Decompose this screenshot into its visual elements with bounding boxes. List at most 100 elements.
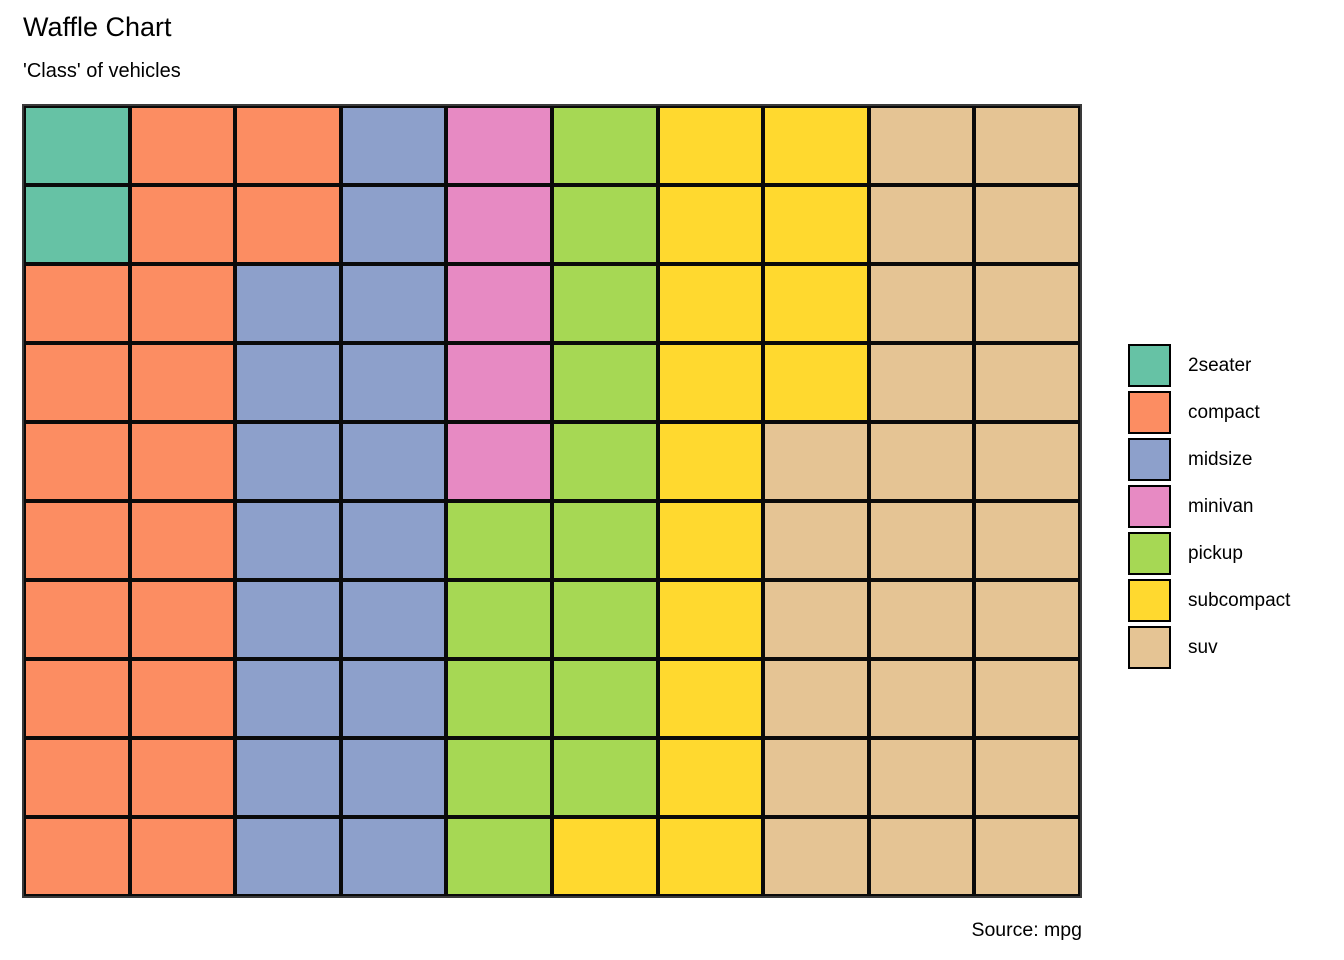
waffle-cell-suv bbox=[974, 817, 1080, 896]
waffle-cell-pickup bbox=[551, 106, 658, 185]
waffle-cell-suv bbox=[974, 580, 1080, 659]
waffle-cell-suv bbox=[868, 422, 975, 501]
waffle-cell-subcompact bbox=[657, 264, 764, 343]
waffle-cell-subcompact bbox=[657, 422, 764, 501]
waffle-cell-midsize bbox=[340, 659, 447, 738]
waffle-cell-compact bbox=[24, 264, 130, 343]
waffle-cell-suv bbox=[974, 185, 1080, 264]
waffle-cell-midsize bbox=[340, 106, 447, 185]
waffle-cell-compact bbox=[24, 580, 130, 659]
waffle-cell-compact bbox=[129, 422, 236, 501]
waffle-cell-compact bbox=[129, 817, 236, 896]
waffle-cell-compact bbox=[129, 501, 236, 580]
waffle-cell-suv bbox=[868, 817, 975, 896]
waffle-cell-pickup bbox=[551, 185, 658, 264]
waffle-cell-compact bbox=[129, 106, 236, 185]
waffle-cell-suv bbox=[763, 817, 869, 896]
waffle-cell-compact bbox=[235, 185, 341, 264]
waffle-cell-midsize bbox=[235, 738, 341, 817]
legend-item-2seater: 2seater bbox=[1128, 344, 1290, 387]
waffle-cell-pickup bbox=[551, 422, 658, 501]
waffle-cell-suv bbox=[763, 659, 869, 738]
waffle-cell-minivan bbox=[446, 185, 552, 264]
legend-label-suv: suv bbox=[1188, 636, 1218, 658]
waffle-cell-midsize bbox=[235, 422, 341, 501]
legend-swatch-compact bbox=[1128, 391, 1171, 434]
waffle-cell-suv bbox=[868, 106, 975, 185]
waffle-cell-compact bbox=[235, 106, 341, 185]
legend-item-minivan: minivan bbox=[1128, 485, 1290, 528]
waffle-cell-compact bbox=[24, 343, 130, 422]
waffle-cell-2seater bbox=[24, 185, 130, 264]
waffle-cell-subcompact bbox=[657, 738, 764, 817]
waffle-cell-suv bbox=[974, 106, 1080, 185]
waffle-cell-subcompact bbox=[763, 343, 869, 422]
waffle-cell-suv bbox=[868, 501, 975, 580]
waffle-cell-pickup bbox=[446, 738, 552, 817]
waffle-cell-suv bbox=[868, 580, 975, 659]
waffle-cell-suv bbox=[763, 422, 869, 501]
waffle-cell-subcompact bbox=[657, 106, 764, 185]
waffle-cell-midsize bbox=[340, 580, 447, 659]
legend-swatch-suv bbox=[1128, 626, 1171, 669]
waffle-cell-pickup bbox=[446, 817, 552, 896]
chart-title: Waffle Chart bbox=[23, 12, 172, 42]
waffle-cell-midsize bbox=[340, 501, 447, 580]
waffle-cell-minivan bbox=[446, 264, 552, 343]
legend-item-midsize: midsize bbox=[1128, 438, 1290, 481]
waffle-cell-subcompact bbox=[763, 185, 869, 264]
waffle-cell-pickup bbox=[551, 343, 658, 422]
waffle-cell-minivan bbox=[446, 422, 552, 501]
source-caption: Source: mpg bbox=[971, 919, 1082, 941]
waffle-cell-suv bbox=[868, 343, 975, 422]
legend-item-suv: suv bbox=[1128, 626, 1290, 669]
waffle-cell-compact bbox=[129, 264, 236, 343]
waffle-cell-pickup bbox=[551, 580, 658, 659]
waffle-cell-subcompact bbox=[657, 659, 764, 738]
waffle-cell-subcompact bbox=[657, 185, 764, 264]
waffle-cell-suv bbox=[868, 659, 975, 738]
waffle-cell-compact bbox=[24, 738, 130, 817]
waffle-cell-suv bbox=[974, 343, 1080, 422]
waffle-cell-compact bbox=[24, 817, 130, 896]
waffle-cell-suv bbox=[763, 738, 869, 817]
legend-swatch-subcompact bbox=[1128, 579, 1171, 622]
legend-label-minivan: minivan bbox=[1188, 495, 1254, 517]
legend-label-compact: compact bbox=[1188, 401, 1260, 423]
waffle-cell-suv bbox=[974, 264, 1080, 343]
waffle-cell-midsize bbox=[235, 343, 341, 422]
waffle-cell-compact bbox=[129, 580, 236, 659]
waffle-cell-suv bbox=[974, 501, 1080, 580]
legend-item-pickup: pickup bbox=[1128, 532, 1290, 575]
legend-item-subcompact: subcompact bbox=[1128, 579, 1290, 622]
legend-label-2seater: 2seater bbox=[1188, 354, 1252, 376]
waffle-cell-pickup bbox=[446, 659, 552, 738]
waffle-cell-midsize bbox=[235, 264, 341, 343]
waffle-cell-suv bbox=[868, 185, 975, 264]
legend-swatch-midsize bbox=[1128, 438, 1171, 481]
waffle-cell-midsize bbox=[235, 501, 341, 580]
legend-swatch-pickup bbox=[1128, 532, 1171, 575]
waffle-cell-suv bbox=[974, 659, 1080, 738]
waffle-cell-pickup bbox=[446, 580, 552, 659]
waffle-cell-midsize bbox=[340, 738, 447, 817]
legend: 2seater compact midsize minivan pickup subcom… bbox=[1128, 344, 1290, 673]
waffle-cell-compact bbox=[129, 185, 236, 264]
waffle-cell-subcompact bbox=[657, 501, 764, 580]
waffle-cell-pickup bbox=[551, 501, 658, 580]
waffle-cell-compact bbox=[24, 422, 130, 501]
waffle-cell-pickup bbox=[551, 659, 658, 738]
waffle-cell-subcompact bbox=[657, 580, 764, 659]
legend-item-compact: compact bbox=[1128, 391, 1290, 434]
waffle-cell-2seater bbox=[24, 106, 130, 185]
waffle-cell-suv bbox=[763, 580, 869, 659]
waffle-cell-midsize bbox=[340, 264, 447, 343]
legend-label-subcompact: subcompact bbox=[1188, 589, 1291, 611]
waffle-cell-midsize bbox=[340, 817, 447, 896]
waffle-cell-subcompact bbox=[657, 343, 764, 422]
waffle-cell-suv bbox=[763, 501, 869, 580]
waffle-cell-subcompact bbox=[763, 106, 869, 185]
legend-swatch-2seater bbox=[1128, 344, 1171, 387]
waffle-cell-midsize bbox=[340, 185, 447, 264]
